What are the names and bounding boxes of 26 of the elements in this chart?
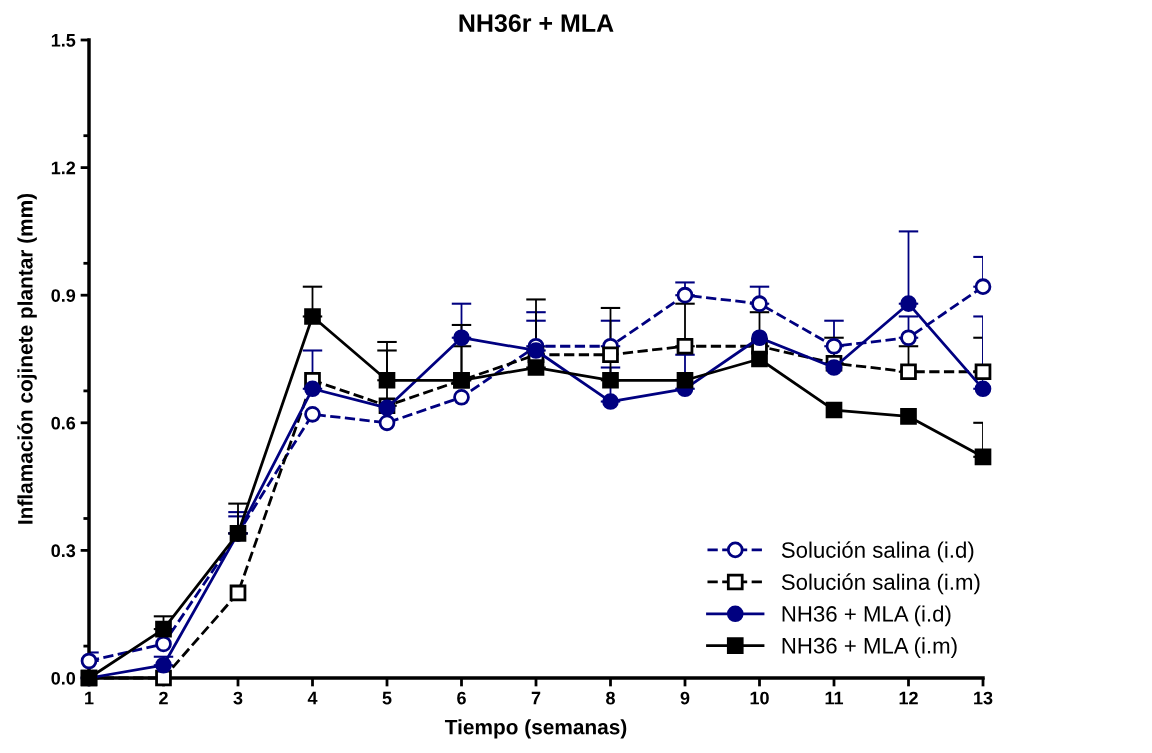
x-axis-title: Tiempo (semanas) [444,719,627,739]
legend-label: Solución salina (i.d) [781,541,974,563]
y-tick-label: 0.0 [51,671,76,685]
legend-label: Solución salina (i.m) [781,573,980,595]
y-tick-label: 0.6 [51,416,76,430]
chart-title: NH36r + MLA [459,14,614,32]
x-tick-label: 11 [825,691,844,705]
x-tick-label: 12 [899,691,918,705]
x-tick-label: 4 [307,691,318,705]
x-tick-label: 7 [531,691,541,705]
x-tick-label: 6 [457,691,466,705]
x-tick-label: 1 [85,691,94,705]
y-axis-title: Inflamación cojinete plantar (mm) [17,193,37,524]
x-tick-label: 3 [233,691,243,705]
legend-label: NH36 + MLA (i.m) [782,637,957,658]
x-tick-label: 9 [680,691,690,705]
x-tick-label: 5 [382,691,392,705]
y-tick-label: 0.3 [51,544,76,558]
x-tick-label: 13 [974,691,993,705]
y-tick-label: 1.2 [51,161,76,175]
y-tick-label: 1.5 [51,34,76,47]
x-tick-label: 8 [606,691,615,705]
legend-label: NH36 + MLA (i.d) [782,605,951,627]
x-tick-label: 10 [750,691,769,705]
y-tick-label: 0.9 [51,289,76,302]
x-tick-label: 2 [159,691,168,705]
